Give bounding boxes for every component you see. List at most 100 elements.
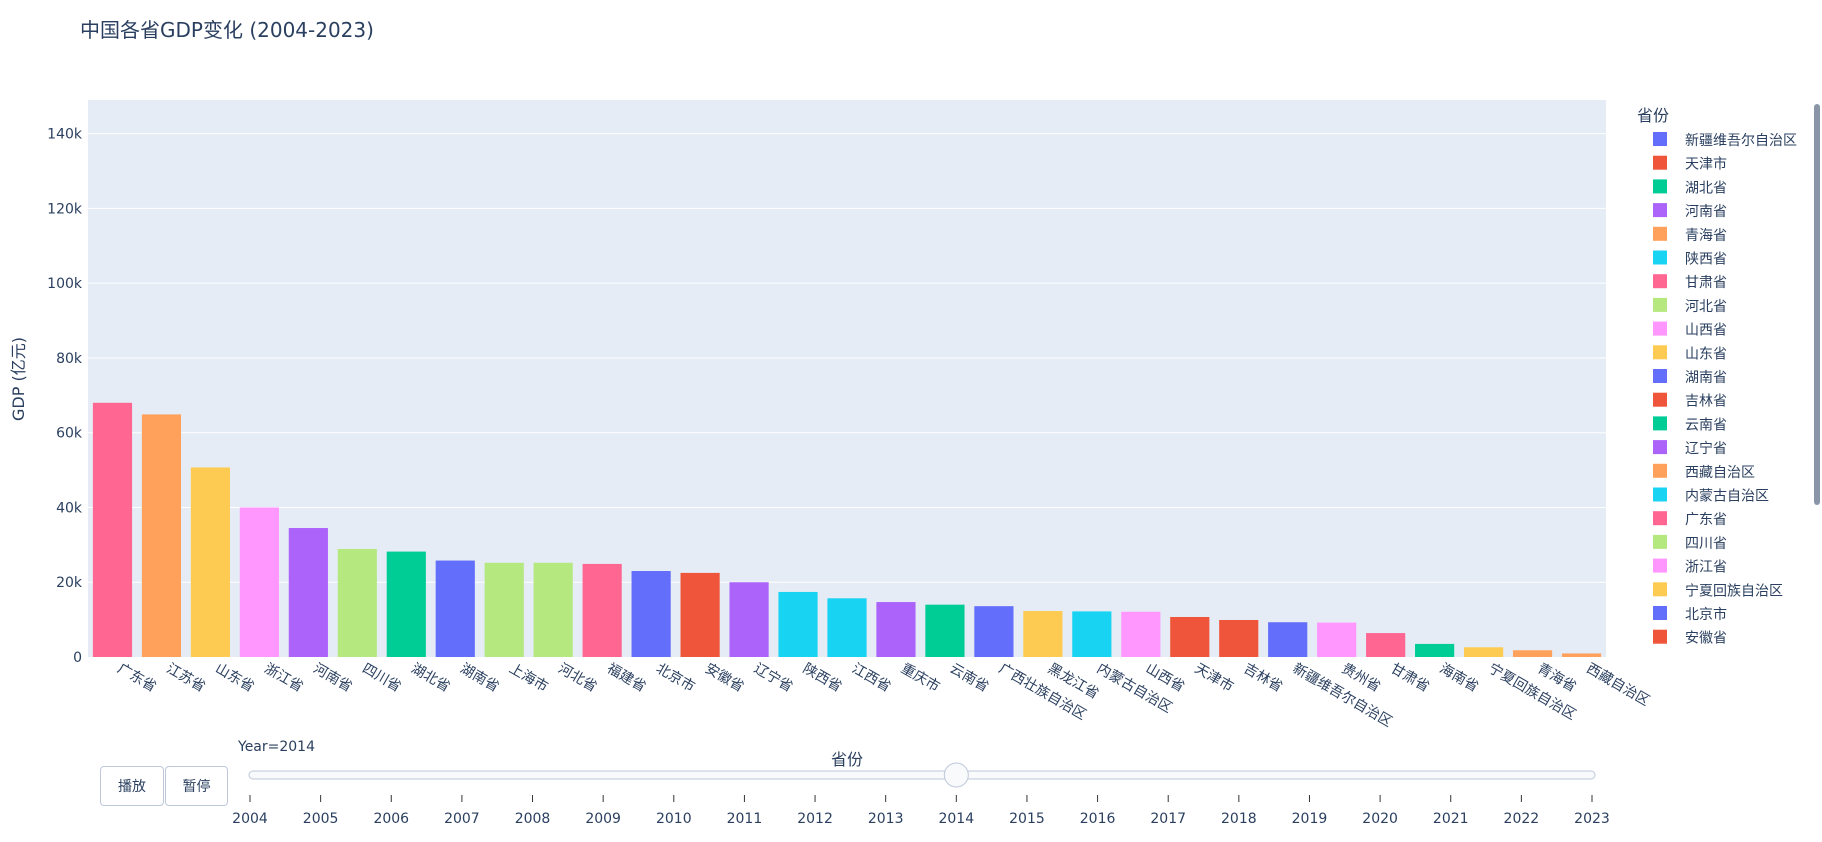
legend-label: 四川省 [1685,536,1727,552]
legend-item[interactable]: 山西省 [1653,321,1727,339]
bar[interactable] [1512,650,1553,657]
bar[interactable] [239,507,279,657]
bar[interactable] [92,402,133,657]
legend-label: 内蒙古自治区 [1685,489,1769,505]
legend-item[interactable]: 浙江省 [1653,558,1727,576]
slider-tick-label[interactable]: 2014 [938,811,974,827]
bar[interactable] [974,606,1014,657]
slider-rail[interactable] [248,770,1596,780]
bar[interactable] [141,414,182,657]
legend-item[interactable]: 四川省 [1653,534,1727,552]
y-axis-ticks: 0 20k 40k 60k 80k 100k 120k 140k [47,127,83,666]
legend-item[interactable]: 河北省 [1653,297,1727,315]
slider-tick-label[interactable]: 2017 [1150,811,1186,827]
slider-tick-label[interactable]: 2016 [1080,811,1116,827]
bar[interactable] [1561,653,1602,657]
legend-item[interactable]: 云南省 [1653,416,1727,433]
bar[interactable] [631,571,671,657]
legend-item[interactable]: 西藏自治区 [1653,463,1755,481]
bar[interactable] [778,591,818,657]
legend-item[interactable]: 山东省 [1653,345,1727,362]
bar[interactable] [827,598,867,657]
legend-label: 湖北省 [1685,180,1727,196]
legend-label: 西藏自治区 [1685,465,1755,481]
bar[interactable] [1268,622,1308,657]
bar[interactable] [190,467,231,657]
legend-item[interactable]: 北京市 [1653,606,1727,623]
legend-item[interactable]: 辽宁省 [1653,440,1727,457]
slider-tick-label[interactable]: 2019 [1292,811,1328,827]
play-button[interactable]: 播放 [100,766,164,806]
bar[interactable] [435,560,475,657]
slider-tick-label[interactable]: 2012 [797,811,833,827]
legend-item[interactable]: 宁夏回族自治区 [1653,582,1783,599]
legend-item[interactable]: 甘肃省 [1653,274,1727,291]
bar[interactable] [533,562,573,657]
slider-tick-label[interactable]: 2007 [444,811,480,827]
legend-swatch [1653,534,1667,549]
x-tick-label: 广东省 [114,661,158,696]
x-tick-label: 江苏省 [163,661,207,696]
bar[interactable] [1121,611,1161,657]
legend-swatch [1653,369,1667,383]
legend-item[interactable]: 吉林省 [1653,392,1727,410]
bar[interactable] [386,551,426,657]
slider-handle[interactable] [943,762,969,788]
x-axis-title: 省份 [831,750,863,769]
bar[interactable] [925,604,965,657]
legend-swatch [1653,155,1667,170]
slider-tick-label[interactable]: 2010 [656,811,692,827]
legend[interactable]: 省份 新疆维吾尔自治区天津市湖北省河南省青海省陕西省甘肃省河北省山西省山东省湖南… [1637,104,1820,647]
y-tick-label: 140k [47,127,83,143]
slider-tick-label[interactable]: 2009 [585,811,621,827]
slider-tick-label[interactable]: 2005 [303,811,339,827]
year-slider[interactable]: Year=2014 省份 2004 2005 2006 2007 2008 2009 201… [232,739,1610,827]
legend-item[interactable]: 陕西省 [1653,250,1727,268]
bar[interactable] [1023,611,1063,657]
slider-tick-label[interactable]: 2021 [1433,811,1469,827]
bar[interactable] [876,602,916,657]
slider-tick-label[interactable]: 2006 [373,811,409,827]
legend-item[interactable]: 内蒙古自治区 [1653,487,1769,505]
legend-scrollbar[interactable] [1814,104,1820,505]
slider-tick-label[interactable]: 2023 [1574,811,1610,827]
bar[interactable] [1415,643,1455,657]
bar[interactable] [1219,619,1259,657]
bar[interactable] [1366,633,1406,657]
slider-tick-label[interactable]: 2018 [1221,811,1257,827]
slider-tick-label[interactable]: 2022 [1504,811,1540,827]
legend-item[interactable]: 湖北省 [1653,179,1727,196]
bar[interactable] [1317,622,1357,657]
slider-tick-label[interactable]: 2015 [1009,811,1045,827]
bar[interactable] [337,548,377,657]
bar[interactable] [729,582,769,657]
bar[interactable] [484,562,524,657]
legend-item[interactable]: 天津市 [1653,155,1727,173]
slider-tick-label[interactable]: 2013 [868,811,904,827]
legend-swatch [1653,203,1667,218]
slider-tick-label[interactable]: 2011 [727,811,763,827]
pause-button[interactable]: 暂停 [165,766,228,806]
legend-item[interactable]: 广东省 [1653,511,1727,528]
bar[interactable] [1463,647,1504,657]
bar[interactable] [680,572,720,657]
legend-item[interactable]: 河南省 [1653,203,1727,220]
slider-tick-label[interactable]: 2020 [1362,811,1398,827]
y-tick-label: 60k [56,426,83,442]
bar[interactable] [288,528,328,657]
bar[interactable] [1072,611,1112,657]
slider-tick-label[interactable]: 2008 [515,811,551,827]
y-tick-label: 20k [56,575,83,591]
slider-tick-label[interactable]: 2004 [232,811,268,827]
legend-item[interactable]: 青海省 [1653,226,1727,244]
legend-swatch [1653,606,1667,620]
bar[interactable] [1170,617,1210,657]
legend-label: 吉林省 [1685,394,1727,410]
legend-label: 甘肃省 [1685,275,1727,291]
legend-item[interactable]: 新疆维吾尔自治区 [1653,132,1797,149]
bar[interactable] [582,563,622,657]
legend-item[interactable]: 安徽省 [1653,629,1727,647]
legend-title: 省份 [1637,106,1669,125]
x-tick-label: 河南省 [310,661,354,696]
legend-item[interactable]: 湖南省 [1653,369,1727,386]
